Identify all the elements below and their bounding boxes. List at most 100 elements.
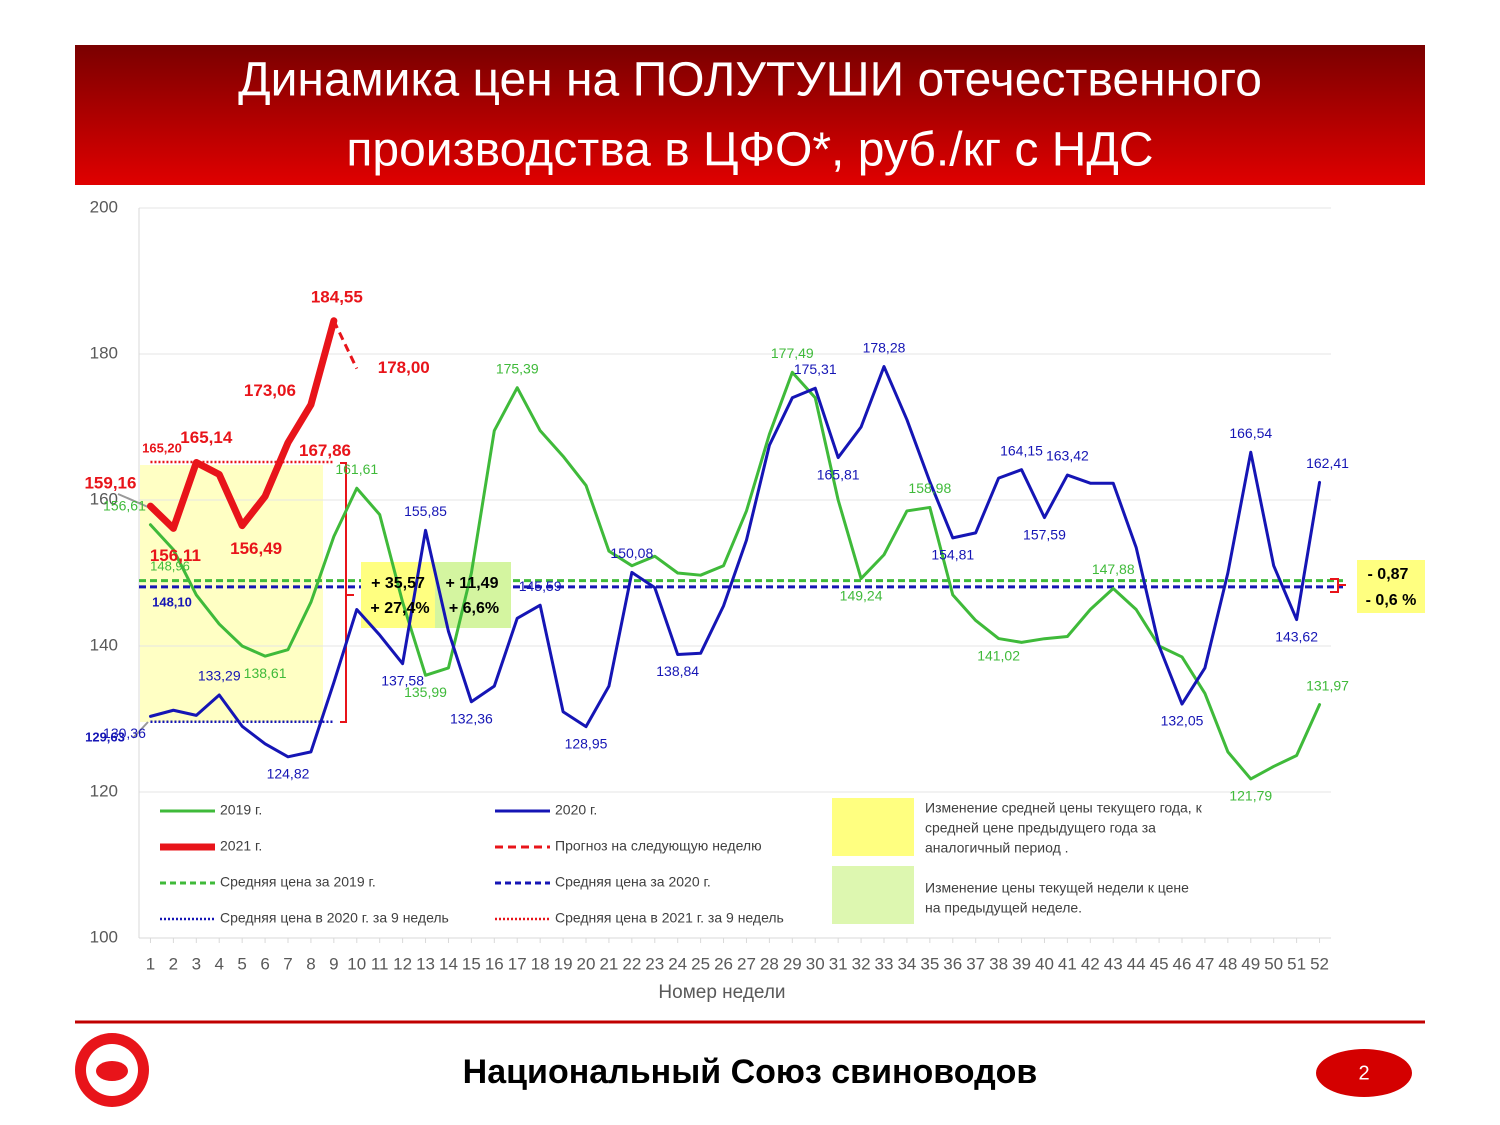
annotation: + 11,49: [446, 575, 499, 592]
x-tick-label: 31: [829, 954, 848, 973]
x-tick-label: 13: [416, 954, 435, 973]
x-tick-label: 43: [1104, 954, 1123, 973]
data-label: 132,05: [1161, 713, 1204, 729]
leader-line: [117, 493, 149, 739]
reference-label: 148,10: [152, 594, 192, 609]
data-label: 161,61: [335, 461, 378, 477]
x-tick-label: 20: [577, 954, 596, 973]
x-tick-label: 7: [283, 954, 292, 973]
x-tick-label: 16: [485, 954, 504, 973]
x-tick-label: 27: [737, 954, 756, 973]
data-label: 178,00: [378, 358, 430, 377]
data-label: 138,84: [656, 663, 699, 679]
title: Динамика цен на ПОЛУТУШИ отечественного: [238, 54, 1262, 107]
data-label: 143,62: [1275, 628, 1318, 644]
note-text: аналогичный период .: [925, 840, 1069, 856]
annotation: - 0,6 %: [1366, 592, 1417, 609]
x-tick-label: 33: [875, 954, 894, 973]
x-tick-label: 41: [1058, 954, 1077, 973]
x-tick-label: 30: [806, 954, 825, 973]
annotation-box: [361, 562, 435, 628]
data-label: 177,49: [771, 345, 814, 361]
bracket: [1330, 578, 1346, 593]
x-tick-label: 46: [1173, 954, 1192, 973]
annotation-box: [1357, 560, 1425, 613]
data-label: 138,61: [244, 665, 287, 681]
data-label: 184,55: [311, 287, 363, 306]
x-tick-label: 24: [668, 954, 687, 973]
x-tick-label: 38: [989, 954, 1008, 973]
data-label: 175,31: [794, 361, 837, 377]
x-tick-label: 47: [1195, 954, 1214, 973]
x-tick-label: 11: [371, 954, 389, 973]
data-label: 163,42: [1046, 448, 1089, 464]
data-label: 145,59: [519, 578, 562, 594]
data-label: 132,36: [450, 710, 493, 726]
x-tick-label: 49: [1241, 954, 1260, 973]
x-tick-label: 18: [531, 954, 550, 973]
annotation-box: [435, 562, 511, 628]
x-tick-label: 44: [1127, 954, 1146, 973]
x-tick-label: 3: [192, 954, 201, 973]
x-tick-label: 52: [1310, 954, 1329, 973]
x-axis-title: Номер недели: [658, 982, 785, 1003]
series-line: [146, 317, 338, 532]
x-tick-label: 25: [691, 954, 710, 973]
y-tick-label: 100: [90, 927, 118, 946]
x-tick-label: 40: [1035, 954, 1054, 973]
page-number: 2: [1358, 1062, 1369, 1084]
data-label: 141,02: [977, 647, 1020, 663]
data-label: 131,97: [1306, 677, 1349, 693]
x-tick-label: 35: [920, 954, 939, 973]
data-label: 159,16: [84, 474, 136, 493]
legend-label: Средняя цена в 2020 г. за 9 недель: [220, 910, 449, 926]
data-label: 128,95: [565, 735, 608, 751]
legend-label: Прогноз на следующую неделю: [555, 838, 762, 854]
x-tick-label: 50: [1264, 954, 1283, 973]
data-label: 178,28: [863, 339, 906, 355]
bracket: [340, 462, 354, 723]
data-label: 173,06: [244, 381, 296, 400]
x-tick-label: 4: [214, 954, 223, 973]
x-tick-label: 22: [622, 954, 641, 973]
x-tick-label: 15: [462, 954, 481, 973]
data-label: 165,14: [180, 428, 233, 447]
x-tick-label: 14: [439, 954, 458, 973]
title: производства в ЦФО*, руб./кг с НДС: [346, 124, 1153, 177]
reference-label: 129,63: [85, 729, 125, 744]
x-tick-label: 37: [966, 954, 985, 973]
data-label: 162,41: [1306, 455, 1349, 471]
data-label: 124,82: [267, 766, 310, 782]
data-label: 121,79: [1229, 788, 1272, 804]
x-tick-label: 36: [943, 954, 962, 973]
legend-label: 2020 г.: [555, 802, 597, 818]
data-label: 158,98: [908, 480, 951, 496]
logo: [96, 1061, 128, 1081]
y-tick-label: 140: [90, 635, 118, 654]
x-tick-label: 17: [508, 954, 527, 973]
data-label: 156,61: [103, 497, 146, 513]
y-tick-label: 120: [90, 781, 118, 800]
x-tick-label: 32: [852, 954, 871, 973]
series-line: [148, 365, 1322, 759]
data-label: 156,49: [230, 539, 282, 558]
legend-label: 2021 г.: [220, 838, 262, 854]
x-tick-label: 39: [1012, 954, 1031, 973]
x-tick-label: 9: [329, 954, 338, 973]
data-label: 167,86: [299, 441, 351, 460]
x-tick-label: 29: [783, 954, 802, 973]
annotation: + 27,4%: [370, 600, 429, 617]
data-label: 156,11: [150, 546, 201, 565]
data-label: 133,29: [198, 668, 241, 684]
data-label: 175,39: [496, 360, 539, 376]
x-tick-label: 10: [347, 954, 366, 973]
header-banner: [75, 45, 1425, 185]
x-tick-label: 51: [1287, 954, 1306, 973]
x-tick-label: 8: [306, 954, 315, 973]
x-tick-label: 12: [393, 954, 412, 973]
legend-label: Средняя цена за 2020 г.: [555, 874, 711, 890]
data-label: 130,36: [103, 725, 146, 741]
data-label: 164,15: [1000, 442, 1043, 458]
